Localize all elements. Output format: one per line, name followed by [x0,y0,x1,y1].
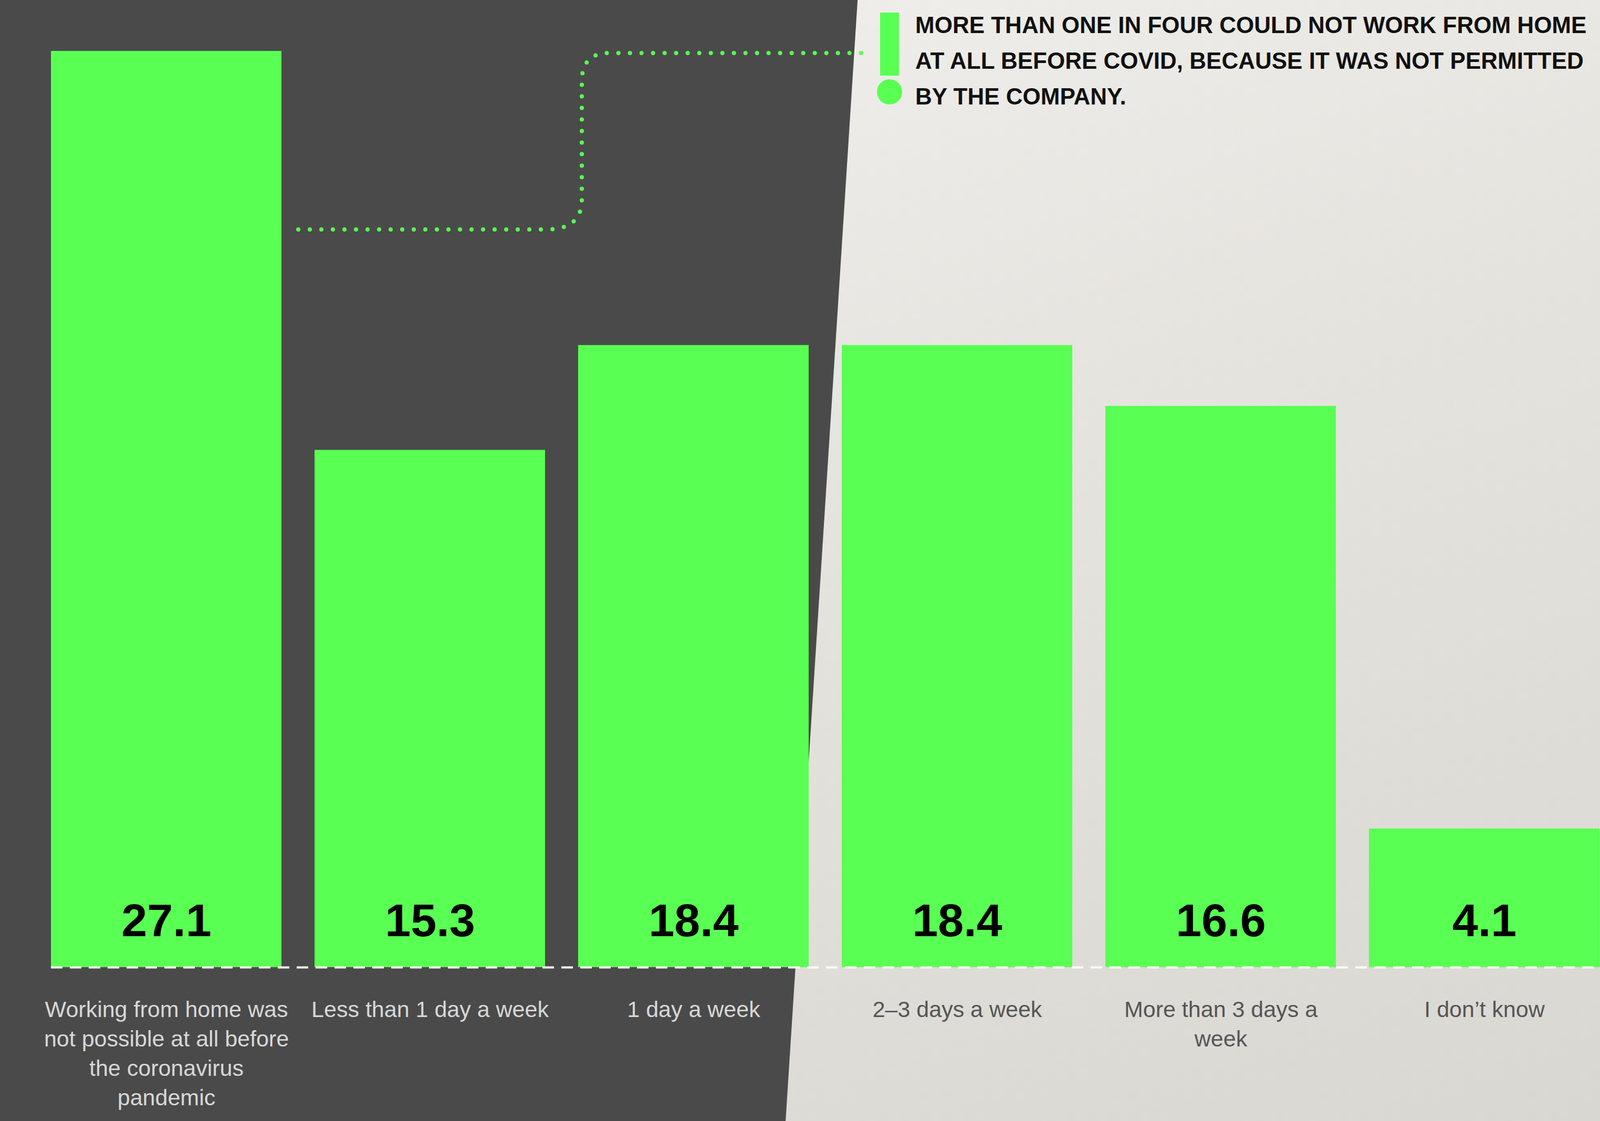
svg-text:15.3: 15.3 [384,894,475,947]
svg-text:18.4: 18.4 [912,894,1002,947]
svg-text:I don’t know: I don’t know [1424,996,1545,1022]
svg-text:4.1: 4.1 [1452,894,1517,947]
svg-text:18.4: 18.4 [648,894,739,947]
html-text:MORE THAN ONE IN FOUR COULD NO: MORE THAN ONE IN FOUR COULD NOT WORK FRO… [915,12,1587,110]
svg-text:Less than 1 day a week: Less than 1 day a week [311,996,549,1022]
svg-text:2–3 days a week: 2–3 days a week [872,996,1043,1022]
svg-text:1 day a week: 1 day a week [626,996,761,1022]
svg-text:16.6: 16.6 [1175,894,1266,947]
svg-text:27.1: 27.1 [121,894,212,947]
svg-text:More than 3 days aweek: More than 3 days aweek [1124,996,1318,1052]
svg-text:Working from home wasnot possi: Working from home wasnot possible at all… [44,996,289,1111]
